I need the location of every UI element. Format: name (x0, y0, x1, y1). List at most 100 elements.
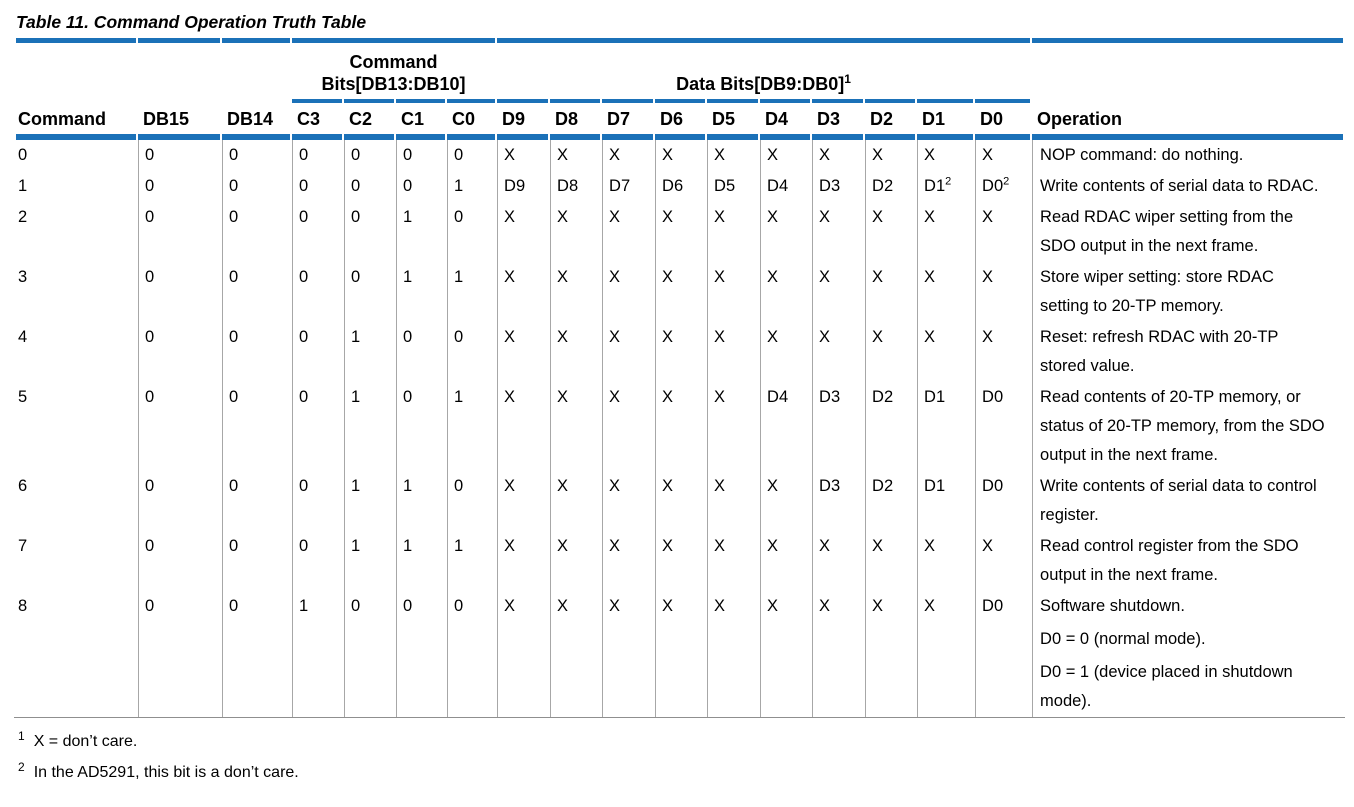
bit-cell-d3: X (812, 262, 863, 322)
bit-cell-d7: X (602, 591, 653, 717)
bit-cell-d3: X (812, 202, 863, 262)
bit-cell-d6: X (655, 202, 705, 262)
bit-cell-db14: 0 (222, 531, 290, 591)
table-row-command-6: 6 0 0 0 1 1 0 X X X X X X D3 D2 D1 D0 Write contents of s… (16, 471, 1343, 531)
footnote-1-marker: 1 (18, 728, 25, 743)
bit-cell-db15: 0 (138, 382, 220, 471)
bit-cell-c0: 0 (447, 202, 495, 262)
bit-cell-c3: 0 (292, 322, 342, 382)
bit-cell-d2: X (865, 531, 915, 591)
spacer-cell-operation (1032, 38, 1344, 99)
table-row-command-5: 5 0 0 0 1 0 1 X X X X X D4 D3 D2 D1 D0 Read contents of 2… (16, 382, 1343, 471)
bit-cell-d6: X (655, 591, 705, 717)
column-header-c2: C2 (344, 99, 394, 140)
operation-paragraph: D0 = 0 (normal mode). (1040, 630, 1206, 648)
bit-cell-d8: X (550, 531, 600, 591)
bit-cell-c1: 0 (396, 591, 445, 717)
operation-paragraph: Read contents of 20-TP memory, or status … (1040, 388, 1325, 464)
bit-cell-c3: 0 (292, 262, 342, 322)
bit-cell-c2: 1 (344, 322, 394, 382)
bit-cell-d0: D0 (975, 591, 1030, 717)
operation-paragraph: Write contents of serial data to RDAC. (1040, 177, 1319, 195)
operation-cell: Write contents of serial data to control… (1032, 471, 1343, 531)
footnote-1-text: X = don’t care. (33, 733, 138, 750)
bit-cell-c2: 1 (344, 531, 394, 591)
operation-cell: Store wiper setting: store RDAC setting t… (1032, 262, 1343, 322)
bit-cell-c0: 1 (447, 262, 495, 322)
command-number-cell: 2 (18, 208, 28, 226)
bit-cell-d0: X (975, 202, 1030, 262)
bit-cell-d4: X (760, 471, 810, 531)
spacer-cell-db15 (138, 38, 220, 99)
bit-cell-c0: 0 (447, 591, 495, 717)
bit-cell-db14: 0 (222, 471, 290, 531)
command-number-cell: 5 (18, 388, 28, 406)
data-bits-label: Data Bits[DB9:DB0] (676, 74, 845, 94)
bit-cell-c3: 0 (292, 202, 342, 262)
bit-cell-c3: 0 (292, 471, 342, 531)
bit-cell-d6: D6 (655, 171, 705, 202)
command-number-cell: 7 (18, 537, 28, 555)
bit-cell-d2: X (865, 591, 915, 717)
bit-cell-d9: D9 (497, 171, 548, 202)
group-header-row: Command Bits[DB13:DB10] Data Bits[DB9:DB… (16, 38, 1344, 99)
bit-cell-d5: X (707, 471, 758, 531)
bit-cell-db14: 0 (222, 591, 290, 717)
bit-cell-db15: 0 (138, 471, 220, 531)
bit-cell-d7: D7 (602, 171, 653, 202)
bit-cell-d8: X (550, 140, 600, 171)
bit-cell-d7: X (602, 202, 653, 262)
table-body: 0 0 0 0 0 0 0 X X X X X X X X X X NOP command: do nothing… (16, 140, 1343, 717)
bit-cell-db14: 0 (222, 140, 290, 171)
bit-cell-d7: X (602, 471, 653, 531)
command-number-cell: 6 (18, 477, 28, 495)
bit-cell-d0: D0 (975, 382, 1030, 471)
column-header-d1: D1 (917, 99, 974, 140)
bit-cell-d5: X (707, 262, 758, 322)
truth-table: Command Bits[DB13:DB10] Data Bits[DB9:DB… (14, 38, 1345, 717)
column-header-d0: D0 (975, 99, 1031, 140)
bit-cell-d8: D8 (550, 171, 600, 202)
operation-cell: Read RDAC wiper setting from the SDO outp… (1032, 202, 1343, 262)
footnote-1: 1 X = don’t care. (18, 728, 1354, 752)
command-number-cell: 0 (18, 146, 28, 164)
bit-cell-c2: 0 (344, 591, 394, 717)
command-number-cell: 1 (18, 177, 28, 195)
operation-cell: Reset: refresh RDAC with 20-TP stored val… (1032, 322, 1343, 382)
footnote-2-text: In the AD5291, this bit is a don’t care. (33, 764, 299, 781)
column-header-d7: D7 (602, 99, 654, 140)
bit-cell-db14: 0 (222, 382, 290, 471)
bit-cell-d1: X (917, 262, 973, 322)
bit-cell-d6: X (655, 140, 705, 171)
bit-cell-c1: 1 (396, 202, 445, 262)
bit-cell-c0: 0 (447, 322, 495, 382)
operation-paragraph: Store wiper setting: store RDAC setting t… (1040, 268, 1274, 315)
bit-cell-d4: X (760, 140, 810, 171)
bit-cell-db15: 0 (138, 202, 220, 262)
bit-cell-d0: X (975, 322, 1030, 382)
bit-cell-db14: 0 (222, 262, 290, 322)
bit-cell-d3: X (812, 591, 863, 717)
bit-cell-c2: 0 (344, 202, 394, 262)
bit-cell-d9: X (497, 531, 548, 591)
bit-cell-d1: X (917, 531, 973, 591)
bit-cell-d4: X (760, 531, 810, 591)
table-row-command-7: 7 0 0 0 1 1 1 X X X X X X X X X X Read control register f… (16, 531, 1343, 591)
column-header-d8: D8 (550, 99, 601, 140)
bit-cell-d2: D2 (865, 471, 915, 531)
footnote-2: 2 In the AD5291, this bit is a don’t care… (18, 761, 1354, 783)
column-header-c1: C1 (396, 99, 445, 140)
bit-cell-c3: 1 (292, 591, 342, 717)
bit-cell-d1: X (917, 202, 973, 262)
bit-cell-d1: D1 (917, 382, 973, 471)
bit-cell-c1: 1 (396, 471, 445, 531)
column-header-d9: D9 (497, 99, 549, 140)
table-row-command-1: 1 0 0 0 0 0 1 D9 D8 D7 D6 D5 D4 D3 D2 D12 D02 Write conte… (16, 171, 1343, 202)
command-bits-line1: Command (349, 52, 438, 72)
bit-cell-d9: X (497, 140, 548, 171)
operation-paragraph: Reset: refresh RDAC with 20-TP stored val… (1040, 328, 1279, 375)
bit-cell-c2: 1 (344, 471, 394, 531)
spacer-cell-command (16, 38, 136, 99)
bit-cell-d4: D4 (760, 382, 810, 471)
bit-cell-c1: 1 (396, 262, 445, 322)
